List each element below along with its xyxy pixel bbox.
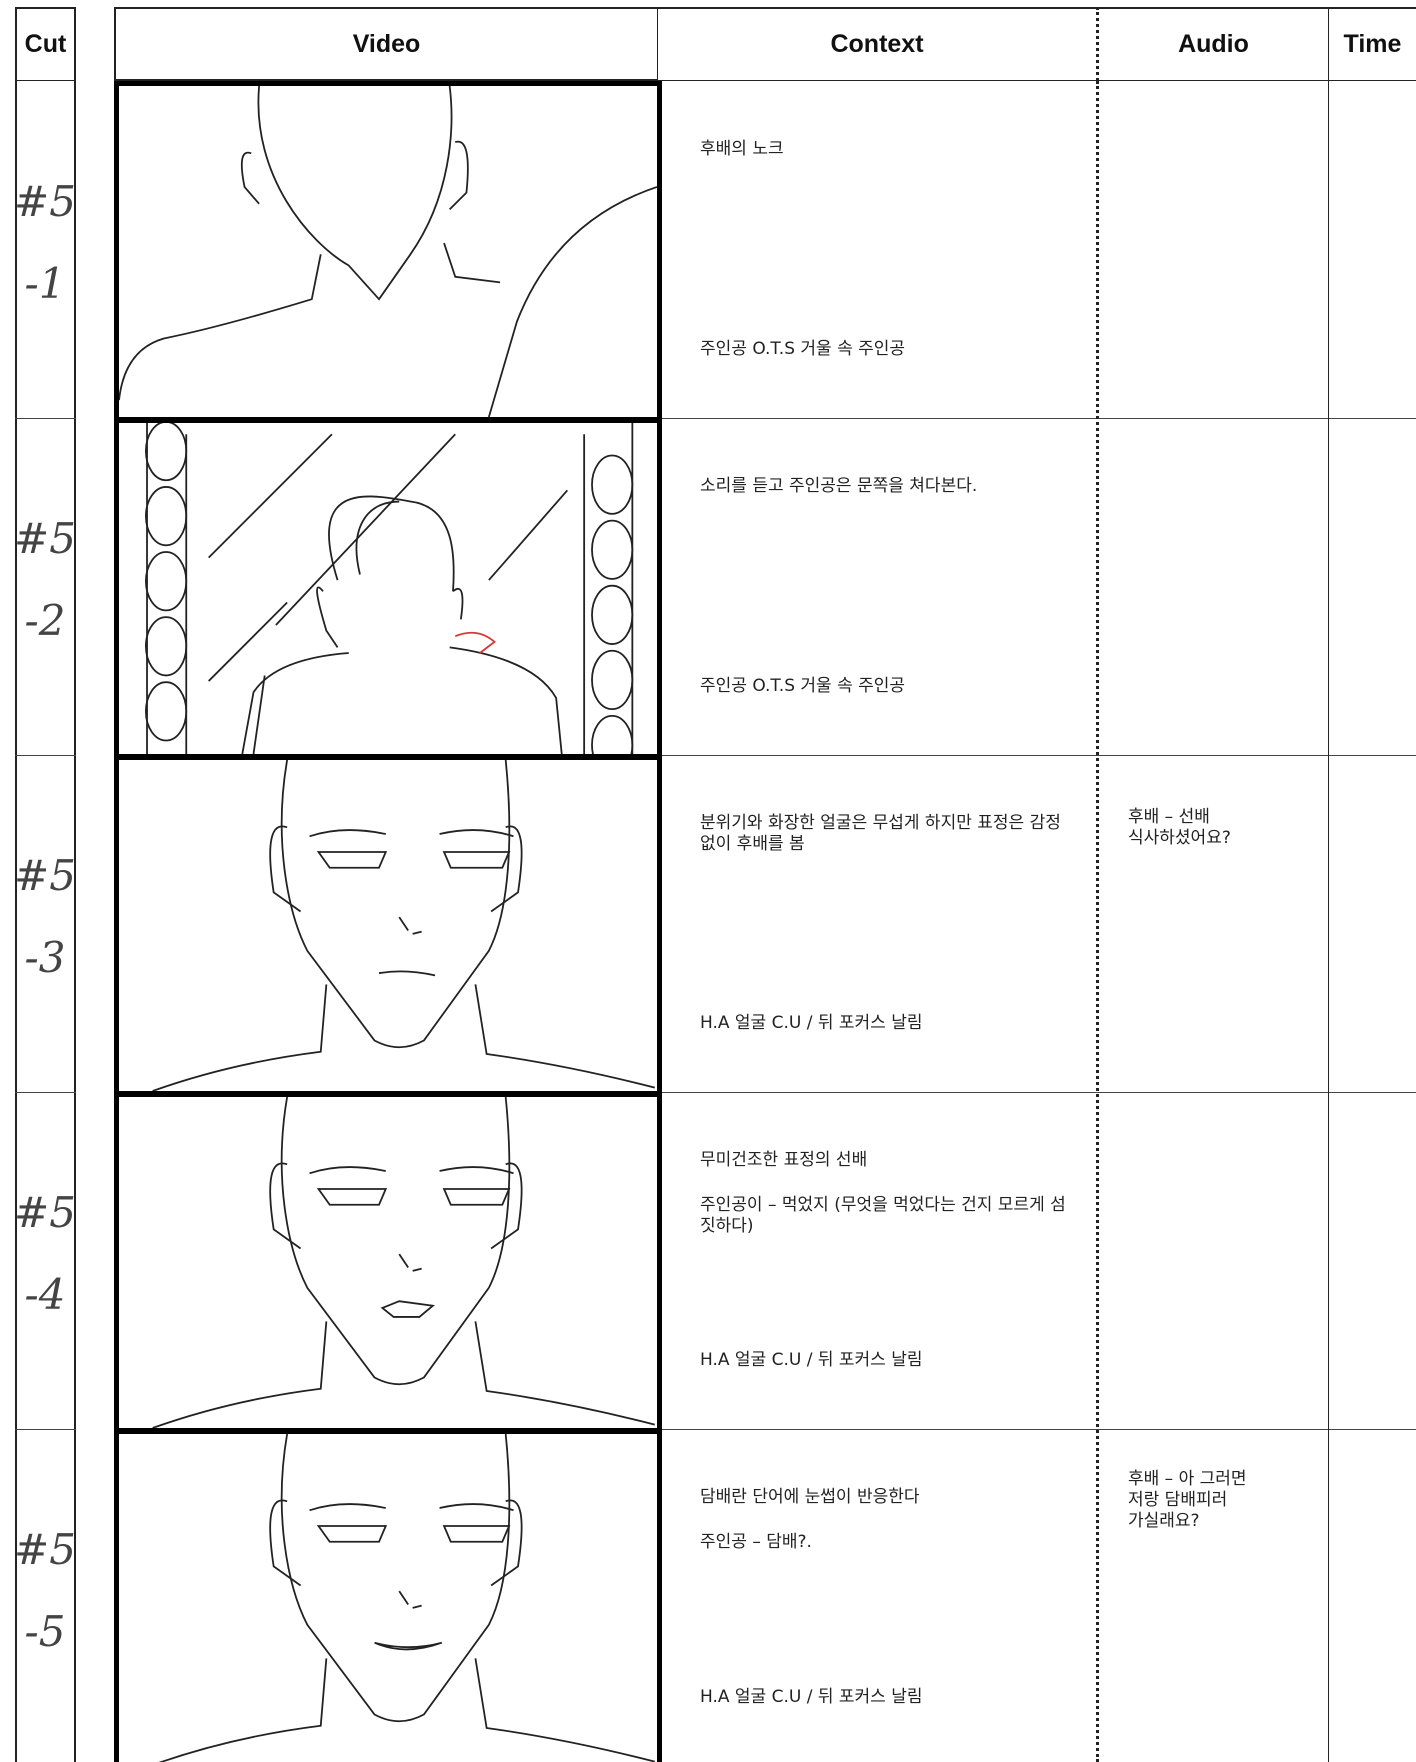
row-line (15, 755, 76, 756)
cut-label: #5 -5 (0, 1509, 90, 1673)
context-cell: 후배의 노크 (700, 139, 1070, 184)
audio-text: 저랑 담배피러 (1128, 1490, 1228, 1510)
shot-text: H.A 얼굴 C.U / 뒤 포커스 날림 (700, 1013, 923, 1033)
cut-text: #5 (14, 1188, 76, 1237)
audio-divider (1096, 81, 1099, 1762)
cut-text: #5 (14, 177, 76, 226)
row-line (15, 1092, 76, 1093)
audio-text: 후배 – 아 그러면 (1128, 1469, 1247, 1489)
cut-label: #5 -3 (0, 835, 90, 999)
shot-text: 주인공 O.T.S 거울 속 주인공 (700, 339, 906, 359)
sketch (152, 759, 655, 1092)
cut-label: #5 -4 (0, 1172, 90, 1336)
row-line (658, 1092, 1416, 1093)
context-text: 주인공이 – 먹었지 (무엇을 먹었다는 건지 모르게 섬짓하다) (700, 1195, 1066, 1236)
row-line (658, 755, 1416, 756)
video-frame (114, 755, 662, 1096)
cut-text: #5 (14, 514, 76, 563)
audio-text: 식사하셨어요? (1128, 828, 1231, 848)
video-frame (114, 418, 662, 776)
header-cut: Cut (15, 7, 76, 81)
row-line (15, 418, 76, 419)
shot-text: H.A 얼굴 C.U / 뒤 포커스 날림 (700, 1350, 923, 1370)
audio-cell: 후배 – 아 그러면 저랑 담배피러 가실래요? (1128, 1469, 1318, 1532)
shot-text: 주인공 O.T.S 거울 속 주인공 (700, 676, 906, 696)
audio-text: 후배 – 선배 (1128, 807, 1210, 827)
cut-text: -4 (24, 1270, 66, 1319)
cut-text: -3 (24, 933, 66, 982)
cut-label: #5 -2 (0, 498, 90, 662)
video-frame (114, 81, 662, 422)
sketch (118, 85, 658, 418)
cut-text: #5 (14, 1525, 76, 1574)
context-text: 후배의 노크 (700, 139, 784, 159)
header-context: Context (658, 7, 1096, 81)
context-text: 주인공 – 담배?. (700, 1532, 812, 1552)
video-frame (114, 1092, 662, 1433)
cut-column (15, 81, 76, 1762)
cut-text: #5 (14, 851, 76, 900)
time-divider (1328, 81, 1329, 1762)
cut-label: #5 -1 (0, 161, 90, 325)
sketch (145, 420, 634, 776)
context-cell: 분위기와 화장한 얼굴은 무섭게 하지만 표정은 감정없이 후배를 봄 (700, 813, 1070, 879)
sketch (158, 1433, 655, 1762)
cut-text: -1 (24, 259, 66, 308)
audio-text: 가실래요? (1128, 1511, 1200, 1531)
cut-text: -2 (24, 596, 66, 645)
row-line (658, 418, 1416, 419)
audio-cell: 후배 – 선배 식사하셨어요? (1128, 807, 1318, 849)
context-text: 무미건조한 표정의 선배 (700, 1150, 868, 1170)
row-line (658, 1429, 1416, 1430)
context-text: 분위기와 화장한 얼굴은 무섭게 하지만 표정은 감정없이 후배를 봄 (700, 813, 1061, 854)
context-text: 담배란 단어에 눈썹이 반응한다 (700, 1487, 920, 1507)
row-line (15, 1429, 76, 1430)
sketch (152, 1096, 655, 1429)
header-time: Time (1328, 7, 1416, 81)
video-frame (114, 1429, 662, 1762)
cut-text: -5 (24, 1607, 66, 1656)
context-text: 소리를 듣고 주인공은 문쪽을 쳐다본다. (700, 476, 978, 496)
header-video: Video (114, 7, 658, 81)
shot-text: H.A 얼굴 C.U / 뒤 포커스 날림 (700, 1687, 923, 1707)
context-cell: 소리를 듣고 주인공은 문쪽을 쳐다본다. (700, 476, 1070, 521)
header-audio: Audio (1096, 7, 1328, 81)
